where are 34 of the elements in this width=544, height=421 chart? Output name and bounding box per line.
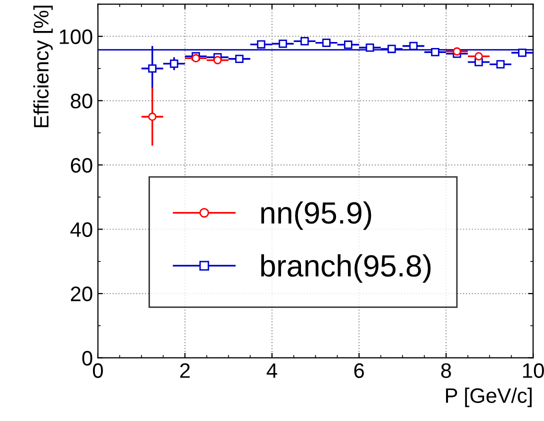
y-tick-label: 40 (70, 222, 92, 238)
legend-label: nn(95.9) (261, 201, 372, 230)
point (518, 48, 526, 57)
x-axis-title: P [GeV/c] (446, 388, 532, 408)
point (344, 40, 352, 49)
x-tick-label: 6 (354, 363, 364, 378)
y-axis-title: Efficiency [%] (33, 6, 53, 128)
point (388, 44, 396, 54)
point (148, 64, 156, 73)
x-tick-label: 2 (180, 363, 190, 378)
point (148, 112, 156, 121)
y-tick-label: 100 (60, 29, 92, 44)
point (170, 60, 178, 68)
x-tick-label: 10 (523, 363, 544, 378)
point (431, 48, 440, 56)
y-tick-label: 80 (70, 94, 92, 108)
point (256, 40, 266, 49)
point (278, 40, 288, 48)
y-tick-label: 0 (82, 350, 92, 366)
point (300, 37, 309, 46)
x-tick-label: 8 (441, 363, 451, 378)
y-tick-label: 20 (70, 286, 92, 302)
legend-label: branch(95.8) (261, 254, 431, 283)
y-tick-label: 60 (70, 158, 92, 173)
x-tick-label: 0 (92, 363, 103, 378)
x-tick-label: 4 (266, 363, 278, 378)
point (474, 52, 483, 60)
point (366, 43, 374, 52)
point (409, 42, 418, 50)
point (496, 60, 505, 68)
point (452, 47, 462, 56)
point (322, 38, 331, 47)
point (213, 56, 222, 64)
point (235, 54, 244, 64)
